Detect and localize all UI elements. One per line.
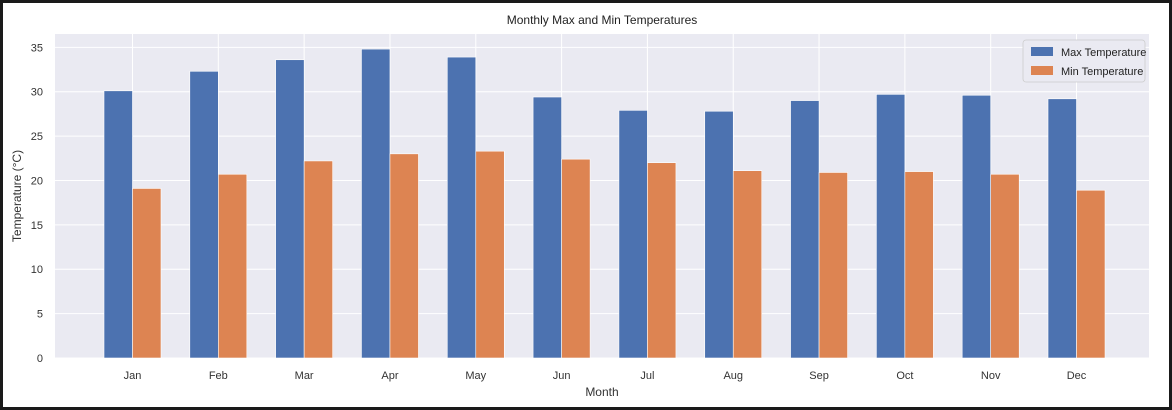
x-tick-label: Jan: [124, 370, 142, 382]
x-tick-label: Oct: [896, 370, 913, 382]
x-tick-label: Jul: [640, 370, 654, 382]
min-temp-bar-may: [475, 150, 505, 359]
min-temp-bar-feb: [218, 173, 248, 359]
max-temp-bar-nov: [961, 94, 992, 359]
min-temp-bar-sep: [818, 172, 848, 359]
y-tick-label: 15: [31, 220, 43, 232]
x-tick-label: Aug: [723, 370, 743, 382]
legend-swatch: [1031, 66, 1053, 75]
y-tick-label: 35: [31, 42, 43, 54]
max-temp-bar-jul: [618, 110, 648, 359]
x-tick-label: Mar: [295, 370, 314, 382]
bars: [103, 48, 1106, 359]
x-tick-label: Apr: [381, 370, 398, 382]
max-temp-bar-sep: [790, 100, 820, 359]
min-temp-bar-jun: [561, 158, 591, 359]
y-axis-label: Temperature (°C): [10, 150, 24, 242]
chart-frame: 0 5 10 15 20 25 30 35 Jan Feb Mar Apr May Jun Jul Aug Se…: [3, 3, 1169, 407]
legend-label: Min Temperature: [1061, 66, 1143, 78]
x-tick-label: Feb: [209, 370, 228, 382]
x-axis-label: Month: [585, 385, 618, 399]
max-temp-bar-feb: [189, 70, 219, 359]
chart-svg: 0 5 10 15 20 25 30 35 Jan Feb Mar Apr May Jun Jul Aug Se…: [10, 13, 1149, 399]
min-temp-bar-dec: [1076, 189, 1106, 359]
max-temp-bar-oct: [876, 94, 906, 359]
max-temp-bar-mar: [275, 59, 305, 359]
min-temp-bar-mar: [303, 160, 333, 359]
legend-box: [1022, 39, 1146, 83]
min-temp-bar-jan: [132, 188, 162, 359]
y-tick-label: 0: [37, 353, 43, 365]
max-temp-bar-dec: [1047, 98, 1077, 359]
y-tick-label: 20: [31, 175, 43, 187]
x-tick-label: Sep: [809, 370, 829, 382]
min-temp-bar-aug: [732, 170, 763, 359]
y-tick-label: 25: [31, 131, 43, 143]
y-tick-label: 10: [31, 264, 43, 276]
min-temp-bar-apr: [389, 153, 419, 359]
max-temp-bar-jun: [532, 96, 562, 359]
tick-labels: 0 5 10 15 20 25 30 35 Jan Feb Mar Apr May Jun Jul Aug Se…: [31, 42, 1087, 382]
min-temp-bar-oct: [904, 171, 934, 359]
x-tick-label: Dec: [1067, 370, 1087, 382]
y-tick-label: 30: [31, 87, 43, 99]
min-temp-bar-nov: [990, 173, 1020, 359]
x-tick-label: Jun: [553, 370, 571, 382]
x-tick-label: May: [465, 370, 486, 382]
max-temp-bar-apr: [361, 48, 391, 359]
legend-label: Max Temperature: [1061, 47, 1146, 59]
legend: Max Temperature Min Temperature: [1022, 39, 1146, 83]
max-temp-bar-aug: [704, 110, 734, 359]
legend-swatch: [1031, 47, 1053, 56]
max-temp-bar-jan: [103, 90, 133, 359]
max-temp-bar-may: [446, 56, 477, 359]
x-tick-label: Nov: [981, 370, 1001, 382]
y-tick-label: 5: [37, 309, 43, 321]
chart-title: Monthly Max and Min Temperatures: [507, 13, 698, 27]
min-temp-bar-jul: [647, 162, 677, 359]
